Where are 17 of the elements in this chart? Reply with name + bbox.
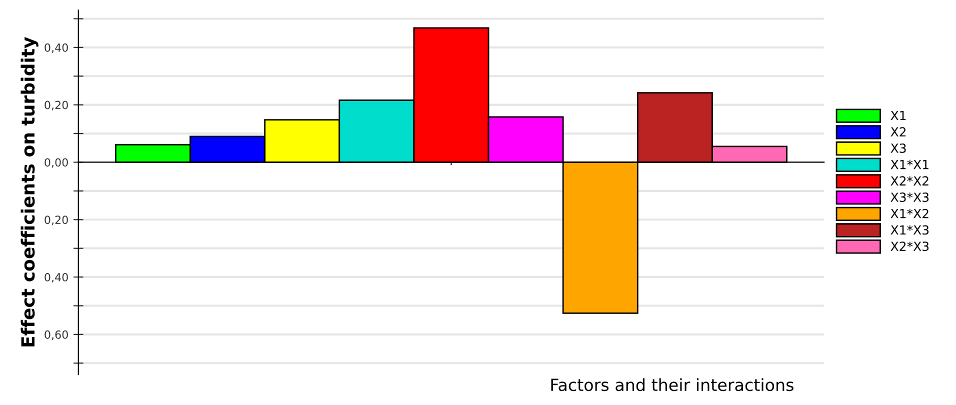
legend-label: X2*X2	[890, 176, 928, 186]
y-tick-label: 0,20	[44, 100, 68, 110]
y-tick-label: 0,60	[44, 330, 68, 340]
y-tick-label: 0,00	[44, 158, 68, 168]
legend-label: X2*X3	[890, 242, 929, 252]
y-tick-label: 0,40	[44, 273, 68, 283]
legend-label: X2	[890, 127, 906, 136]
y-axis-title: Effect coefficients on turbidity	[20, 37, 38, 346]
legend-label: X1	[890, 110, 906, 120]
legend-label: X1*X1	[890, 160, 928, 170]
x-axis-title: Factors and their interactions	[551, 378, 794, 392]
y-tick-label: 0,20	[44, 216, 68, 226]
y-tick-label: 0,40	[44, 43, 68, 53]
legend-label: X1*X2	[890, 208, 928, 218]
legend-label: X1*X3	[890, 225, 929, 235]
legend-label: X3	[890, 143, 906, 153]
legend-label: X3*X3	[890, 192, 929, 202]
